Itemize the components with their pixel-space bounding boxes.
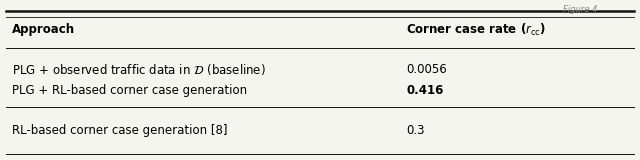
Text: Approach: Approach <box>12 23 75 36</box>
Text: Figure 4: Figure 4 <box>563 5 598 14</box>
Text: 0.3: 0.3 <box>406 124 425 137</box>
Text: PLG + observed traffic data in $\mathcal{D}$ (baseline): PLG + observed traffic data in $\mathcal… <box>12 62 266 77</box>
Text: RL-based corner case generation [8]: RL-based corner case generation [8] <box>12 124 227 137</box>
Text: Corner case rate ($r_{\mathrm{cc}}$): Corner case rate ($r_{\mathrm{cc}}$) <box>406 22 547 38</box>
Text: 0.0056: 0.0056 <box>406 63 447 76</box>
Text: 0.416: 0.416 <box>406 84 444 97</box>
Text: PLG + RL-based corner case generation: PLG + RL-based corner case generation <box>12 84 246 97</box>
